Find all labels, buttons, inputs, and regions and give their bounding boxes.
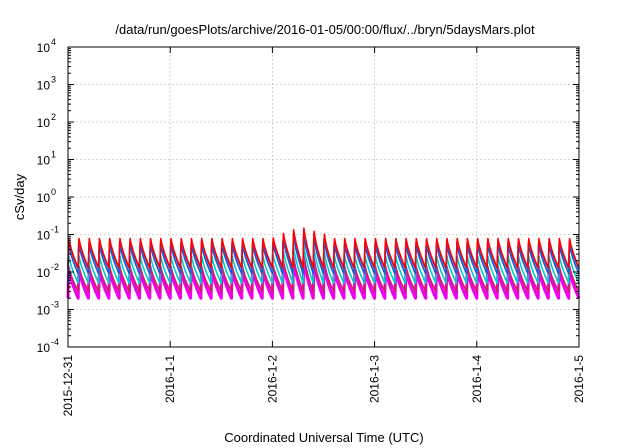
x-tick-label: 2016-1-5: [572, 355, 586, 403]
y-axis-label: cSv/day: [12, 173, 27, 220]
chart-title: /data/run/goesPlots/archive/2016-01-05/0…: [115, 22, 535, 37]
y-tick-label: 10: [37, 79, 51, 93]
y-tick-label: 10: [37, 41, 51, 55]
y-tick-label: 10: [37, 229, 51, 243]
series-line-1: [66, 258, 581, 300]
tick-marks: [67, 46, 580, 348]
series-line-6: [67, 227, 580, 269]
series-line-3: [67, 245, 580, 285]
series-line-2: [67, 255, 580, 293]
y-tick-label-exponent: 1: [51, 150, 56, 160]
y-tick-label: 10: [37, 304, 51, 318]
x-tick-label: 2016-1-1: [163, 355, 177, 403]
y-tick-label-exponent: -4: [51, 337, 59, 347]
x-tick-label: 2016-1-2: [265, 355, 279, 403]
y-tick-label-exponent: 0: [51, 187, 56, 197]
y-tick-label: 10: [37, 266, 51, 280]
y-tick-label: 10: [37, 191, 51, 205]
grid-lines: [68, 47, 579, 347]
y-tick-label-exponent: 4: [51, 37, 56, 47]
series-line-4: [67, 233, 580, 275]
x-tick-labels: 2015-12-31 2016-1-1 2016-1-2 2016-1-3 2016-1…: [61, 355, 586, 417]
x-tick-label: 2016-1-4: [470, 355, 484, 403]
y-tick-label: 10: [37, 154, 51, 168]
x-tick-label: 2016-1-3: [368, 355, 382, 403]
y-tick-label-exponent: 2: [51, 112, 56, 122]
x-axis-label: Coordinated Universal Time (UTC): [224, 430, 423, 445]
y-tick-label-exponent: -2: [51, 262, 59, 272]
series-group: [66, 227, 581, 300]
y-tick-label-exponent: -1: [51, 225, 59, 235]
y-tick-label: 10: [37, 116, 51, 130]
x-tick-label: 2015-12-31: [61, 355, 75, 417]
y-tick-label-exponent: -3: [51, 300, 59, 310]
y-tick-label-exponent: 3: [51, 75, 56, 85]
y-tick-label: 10: [37, 341, 51, 355]
